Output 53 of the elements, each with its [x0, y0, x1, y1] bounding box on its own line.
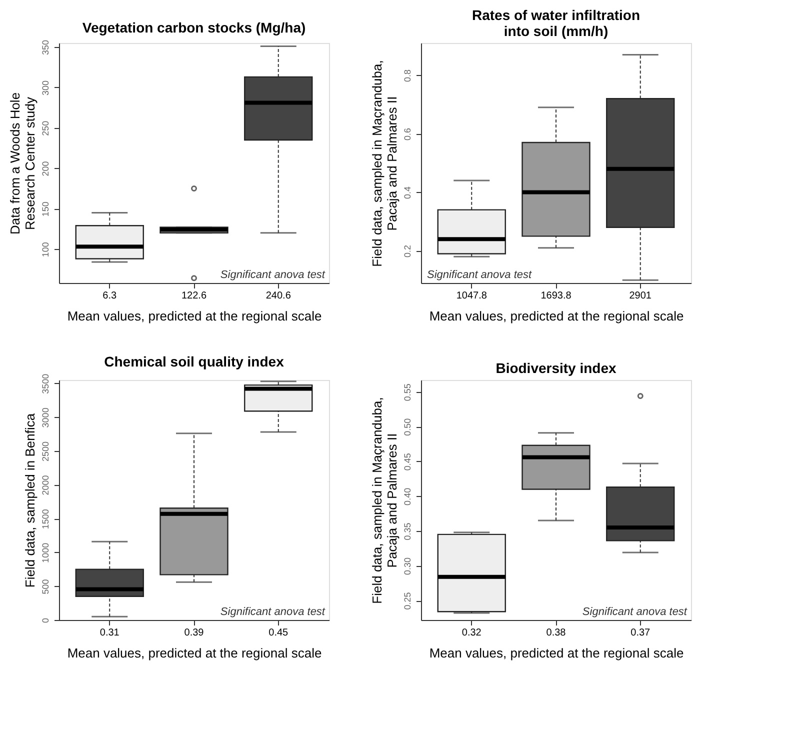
y-tick-label: 0.55 [402, 384, 412, 402]
x-axis-title: Mean values, predicted at the regional scale [67, 646, 322, 660]
x-tick-label: 0.31 [100, 628, 120, 638]
y-tick-label: 0.25 [402, 592, 412, 610]
annotation: Significant anova test [220, 606, 326, 618]
y-tick-label: 350 [40, 40, 50, 56]
y-tick-label: 0.50 [402, 418, 412, 436]
y-tick-label: 0 [40, 618, 50, 624]
annotation: Significant anova test [582, 606, 688, 618]
y-tick-label: 1500 [40, 509, 50, 530]
y-axis-title: Field data, sampled in Benfica [22, 412, 38, 588]
annotation: Significant anova test [427, 269, 533, 281]
x-tick-label: 6.3 [102, 290, 118, 302]
y-tick-label: 200 [40, 161, 50, 176]
y-tick-label: 0.30 [402, 557, 412, 576]
chart-title: Chemical soil quality index [104, 353, 284, 370]
y-tick-label: 0.45 [402, 453, 412, 471]
y-tick-label: 300 [40, 80, 50, 96]
y-axis-title: Field data, sampled in Maçranduba, Pacaja and Palmares II [370, 397, 400, 604]
y-tick-label: 0.8 [402, 69, 412, 82]
chart-title: Vegetation carbon stocks (Mg/ha) [82, 20, 306, 36]
y-tick-label: 0.4 [402, 186, 412, 200]
x-tick-label: 0.39 [184, 628, 204, 638]
x-tick-label: 0.38 [546, 628, 566, 638]
y-tick-label: 500 [40, 579, 50, 594]
x-axis-title: Mean values, predicted at the regional scale [429, 308, 684, 324]
y-tick-label: 2000 [40, 475, 50, 496]
x-tick-label: 240.6 [266, 290, 292, 302]
chart-title: Biodiversity index [496, 360, 617, 376]
y-tick-label: 0.6 [402, 128, 412, 140]
x-axis-title: Mean values, predicted at the regional scale [67, 308, 322, 324]
y-tick-label: 150 [40, 202, 50, 217]
y-axis-title: Field data, sampled in Maçranduba, Pacaja and Palmares II [370, 60, 400, 267]
x-tick-label: 122.6 [181, 290, 207, 302]
x-tick-label: 2901 [629, 290, 652, 302]
x-tick-label: 0.37 [630, 628, 651, 638]
y-tick-label: 0.2 [402, 245, 412, 258]
x-tick-label: 1693.8 [540, 290, 572, 302]
y-axis-title: Data from a Woods Hole Research Center study [8, 92, 38, 235]
x-tick-label: 0.32 [462, 628, 482, 638]
y-tick-label: 2500 [40, 441, 50, 462]
y-tick-label: 0.35 [402, 522, 412, 540]
annotation: Significant anova test [220, 269, 326, 281]
y-tick-label: 1000 [40, 542, 50, 563]
x-tick-label: 1047.8 [456, 290, 488, 302]
y-tick-label: 0.40 [402, 488, 412, 506]
x-axis-title: Mean values, predicted at the regional scale [429, 646, 684, 660]
y-tick-label: 100 [40, 242, 50, 258]
y-tick-label: 3500 [40, 374, 50, 394]
chart-title: Rates of water infiltration into soil (mm/h) [472, 7, 640, 39]
y-tick-label: 3000 [40, 408, 50, 428]
y-tick-label: 250 [40, 120, 50, 136]
x-tick-label: 0.45 [268, 628, 289, 638]
